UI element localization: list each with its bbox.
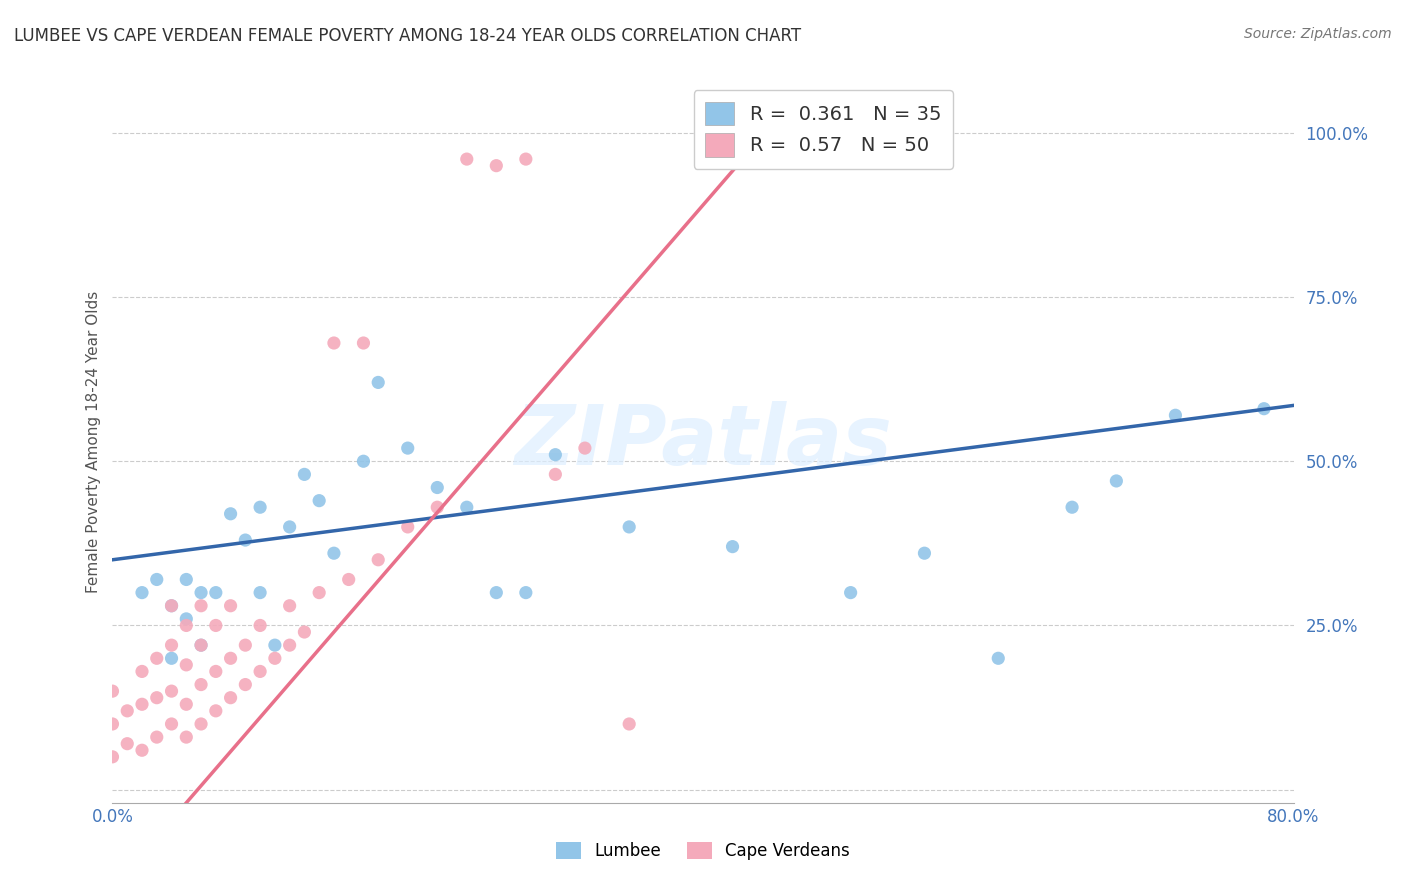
Point <box>292 625 315 640</box>
Point <box>190 717 212 731</box>
Point <box>249 665 271 679</box>
Point <box>190 638 212 652</box>
Legend: Lumbee, Cape Verdeans: Lumbee, Cape Verdeans <box>550 835 856 867</box>
Point <box>721 540 744 554</box>
Point <box>278 599 301 613</box>
Point <box>146 690 169 705</box>
Point <box>101 717 124 731</box>
Y-axis label: Female Poverty Among 18-24 Year Olds: Female Poverty Among 18-24 Year Olds <box>86 291 101 592</box>
Point <box>219 507 242 521</box>
Point <box>117 704 138 718</box>
Point <box>544 448 567 462</box>
Point <box>426 481 449 495</box>
Point <box>131 698 153 712</box>
Point <box>515 152 537 166</box>
Point <box>278 520 301 534</box>
Point <box>160 599 183 613</box>
Point <box>174 657 197 672</box>
Point <box>574 441 596 455</box>
Point <box>987 651 1010 665</box>
Point <box>174 573 197 587</box>
Point <box>233 533 256 547</box>
Point <box>249 585 271 599</box>
Point <box>367 553 389 567</box>
Point <box>174 612 197 626</box>
Point <box>249 618 271 632</box>
Point <box>205 618 228 632</box>
Point <box>205 585 228 599</box>
Point <box>146 573 169 587</box>
Point <box>485 159 508 173</box>
Point <box>323 546 346 560</box>
Point <box>264 638 287 652</box>
Point <box>101 684 124 698</box>
Point <box>456 500 478 515</box>
Point <box>174 730 197 744</box>
Point <box>1253 401 1275 416</box>
Point <box>205 704 228 718</box>
Text: LUMBEE VS CAPE VERDEAN FEMALE POVERTY AMONG 18-24 YEAR OLDS CORRELATION CHART: LUMBEE VS CAPE VERDEAN FEMALE POVERTY AM… <box>14 27 801 45</box>
Point <box>544 467 567 482</box>
Point <box>308 493 330 508</box>
Point <box>174 698 197 712</box>
Text: Source: ZipAtlas.com: Source: ZipAtlas.com <box>1244 27 1392 41</box>
Point <box>219 690 242 705</box>
Point <box>396 520 419 534</box>
Point <box>219 599 242 613</box>
Point <box>619 717 641 731</box>
Point <box>190 677 212 691</box>
Point <box>131 585 153 599</box>
Point <box>485 585 508 599</box>
Point <box>160 717 183 731</box>
Point <box>249 500 271 515</box>
Point <box>1164 409 1187 423</box>
Point <box>190 599 212 613</box>
Text: ZIPatlas: ZIPatlas <box>515 401 891 482</box>
Point <box>367 376 389 390</box>
Point <box>101 749 124 764</box>
Point <box>131 743 153 757</box>
Point <box>146 730 169 744</box>
Point <box>219 651 242 665</box>
Point <box>264 651 287 665</box>
Point <box>117 737 138 751</box>
Point <box>292 467 315 482</box>
Point <box>131 665 153 679</box>
Point <box>233 677 256 691</box>
Point <box>205 665 228 679</box>
Point <box>337 573 360 587</box>
Point <box>396 441 419 455</box>
Point <box>233 638 256 652</box>
Point <box>160 651 183 665</box>
Point <box>1062 500 1084 515</box>
Point <box>839 585 862 599</box>
Point <box>456 152 478 166</box>
Point <box>515 585 537 599</box>
Point <box>278 638 301 652</box>
Point <box>174 618 197 632</box>
Point <box>914 546 936 560</box>
Point <box>619 520 641 534</box>
Point <box>160 599 183 613</box>
Point <box>160 638 183 652</box>
Point <box>190 585 212 599</box>
Point <box>1105 474 1128 488</box>
Point <box>308 585 330 599</box>
Point <box>146 651 169 665</box>
Point <box>426 500 449 515</box>
Point <box>190 638 212 652</box>
Point <box>323 336 346 351</box>
Point <box>352 336 374 351</box>
Point <box>160 684 183 698</box>
Point <box>352 454 374 468</box>
